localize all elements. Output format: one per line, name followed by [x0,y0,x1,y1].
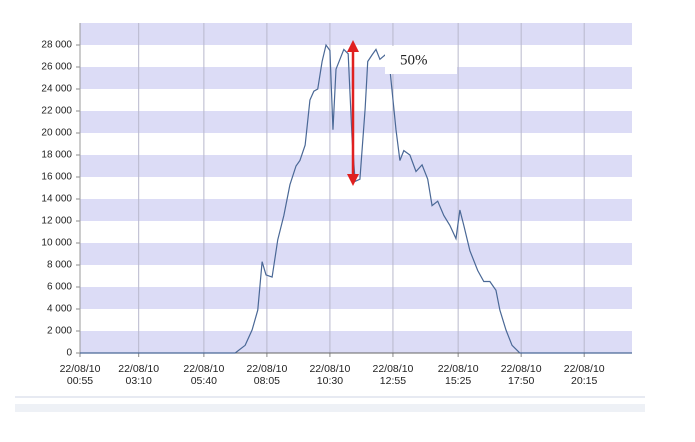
arrow-head [347,40,359,52]
y-tick-label: 28 000 [41,40,72,51]
stripe [80,309,632,331]
y-tick-label: 24 000 [41,84,72,95]
arrow-head [347,174,359,186]
y-tick-label: 6 000 [47,282,72,293]
x-tick-label: 22/08/10 08:05 [246,363,288,387]
y-tick-label: 26 000 [41,62,72,73]
x-tick-label: 22/08/10 15:25 [437,363,479,387]
y-tick-label: 2 000 [47,326,72,337]
y-tick-label: 22 000 [41,106,72,117]
x-tick-label: 22/08/10 00:55 [59,363,101,387]
stripe [80,89,632,111]
series-line [80,43,632,354]
y-tick-label: 8 000 [47,260,72,271]
stripe [80,221,632,243]
footer-strip [15,404,645,412]
y-tick-label: 18 000 [41,150,72,161]
x-tick-label: 22/08/10 05:40 [183,363,225,387]
y-tick-label: 16 000 [41,172,72,183]
y-tick-label: 14 000 [41,194,72,205]
y-tick-label: 0 [66,348,72,359]
stripe [80,133,632,155]
stripe [80,45,632,67]
annotation: 50% [400,52,428,68]
stripe [80,177,632,199]
stripe [80,265,632,287]
y-tick-label: 12 000 [41,216,72,227]
y-tick-label: 4 000 [47,304,72,315]
annotation-box [385,46,457,74]
x-tick-label: 22/08/10 20:15 [563,363,605,387]
x-tick-label: 22/08/10 03:10 [118,363,160,387]
x-tick-label: 22/08/10 12:55 [372,363,414,387]
x-tick-label: 22/08/10 10:30 [309,363,351,387]
y-tick-label: 20 000 [41,128,72,139]
y-tick-label: 10 000 [41,238,72,249]
x-tick-label: 22/08/10 17:50 [500,363,542,387]
